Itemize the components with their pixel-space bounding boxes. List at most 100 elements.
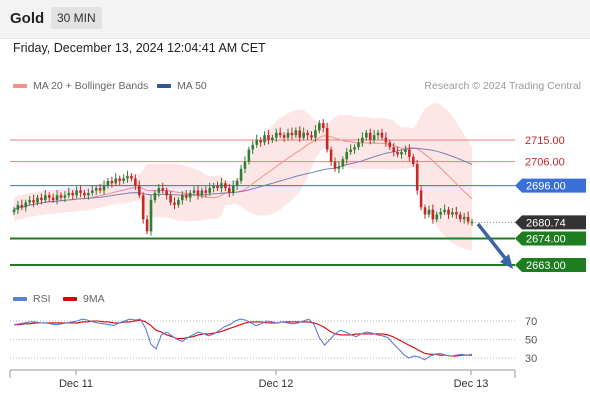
- candle-body: [235, 180, 239, 186]
- ma9-swatch: [63, 297, 77, 302]
- candle-body: [24, 202, 28, 208]
- candle-body: [36, 197, 39, 203]
- support-tag-1-text: 2663.00: [526, 260, 566, 272]
- candle-body: [181, 195, 184, 201]
- support-tag-0-bg: [515, 231, 586, 246]
- candle-body: [243, 161, 247, 169]
- candle-body: [40, 197, 43, 201]
- candle-body: [75, 190, 78, 196]
- candle-body: [455, 212, 458, 215]
- candle-body: [67, 192, 71, 196]
- candle-body: [157, 188, 161, 193]
- candle-body: [439, 212, 442, 215]
- candle-body: [419, 190, 423, 208]
- x-tick-label: Dec 12: [259, 378, 294, 390]
- candle-body: [388, 142, 392, 148]
- candle-body: [51, 197, 55, 201]
- support-tag-1-bg: [515, 258, 586, 272]
- candle-body: [318, 123, 321, 131]
- candle-body: [149, 200, 153, 232]
- current-level-tag-bg: [515, 178, 586, 193]
- candle-body: [239, 168, 243, 181]
- candle-body: [341, 159, 345, 167]
- forecast-arrow-shaft: [476, 222, 507, 260]
- candle-body: [431, 209, 435, 220]
- candle-body: [161, 188, 165, 191]
- candle-body: [102, 185, 106, 191]
- bollinger-band: [14, 102, 472, 251]
- research-credit: Research © 2024 Trading Central: [424, 80, 581, 92]
- ma50-swatch: [157, 84, 171, 89]
- candle-body: [400, 152, 403, 155]
- candle-body: [271, 137, 274, 140]
- candle-body: [396, 152, 399, 155]
- legend-ma20: MA 20 + Bollinger Bands: [13, 80, 148, 92]
- candle-body: [220, 183, 223, 189]
- candle-body: [349, 149, 352, 153]
- candle-body: [294, 130, 298, 136]
- support-tag-0-text: 2674.00: [526, 234, 566, 246]
- candle-body: [94, 188, 98, 191]
- candle-body: [361, 137, 364, 143]
- current-level-tag-text: 2696.00: [526, 181, 566, 193]
- candle-body: [16, 204, 20, 210]
- candle-body: [130, 176, 133, 179]
- rsi-9ma-line: [14, 319, 472, 357]
- support-tag-0: 2674.00: [515, 231, 586, 246]
- rsi-level-label: 50: [525, 335, 537, 347]
- candle-body: [126, 176, 129, 179]
- ma20-label: MA 20 + Bollinger Bands: [33, 80, 149, 92]
- candle-body: [188, 192, 192, 198]
- candle-body: [169, 195, 172, 203]
- candle-body: [196, 190, 200, 196]
- candle-body: [106, 180, 110, 186]
- candle-body: [263, 135, 266, 143]
- rsi-level-label: 30: [525, 353, 537, 365]
- candle-body: [137, 185, 141, 196]
- candle-body: [470, 221, 474, 224]
- candle-body: [118, 178, 121, 181]
- candle-body: [47, 195, 51, 198]
- candle-body: [333, 161, 337, 169]
- candle-body: [192, 190, 196, 193]
- candle-body: [365, 132, 368, 138]
- timeframe-button[interactable]: 30 MIN: [51, 7, 102, 29]
- candle-body: [71, 192, 75, 196]
- candle-body: [353, 147, 356, 150]
- resistance-label-1: 2706.00: [525, 157, 565, 169]
- candle-body: [247, 149, 251, 162]
- candle-body: [427, 209, 431, 215]
- candle-body: [443, 209, 446, 213]
- candle-body: [404, 149, 407, 153]
- candle-body: [423, 207, 427, 215]
- candle-body: [298, 130, 302, 138]
- candle-body: [28, 200, 31, 203]
- candle-body: [392, 147, 396, 153]
- candle-body: [165, 190, 168, 196]
- candle-body: [227, 188, 231, 193]
- candle-body: [251, 144, 255, 150]
- last-price-tag: 2680.74: [515, 215, 586, 230]
- support-tag-1: 2663.00: [515, 258, 586, 272]
- candle-body: [212, 185, 215, 189]
- legend-ma50: MA 50: [157, 80, 207, 92]
- candle-body: [415, 164, 419, 191]
- candle-body: [435, 214, 439, 220]
- candle-body: [376, 132, 380, 136]
- ma50-line: [13, 147, 473, 211]
- candle-body: [90, 190, 94, 193]
- candle-body: [184, 195, 188, 198]
- candle-body: [337, 166, 341, 169]
- ma9-label: 9MA: [83, 293, 105, 305]
- last-price-tag-text: 2680.74: [526, 217, 566, 229]
- legend-9ma: 9MA: [63, 293, 105, 305]
- candle-body: [20, 204, 24, 208]
- candle-body: [267, 135, 270, 140]
- candle-body: [290, 132, 294, 136]
- candle-body: [134, 178, 137, 186]
- candle-body: [368, 132, 372, 140]
- x-tick-label: Dec 11: [59, 378, 93, 390]
- candle-body: [145, 219, 149, 232]
- candle-body: [408, 149, 411, 157]
